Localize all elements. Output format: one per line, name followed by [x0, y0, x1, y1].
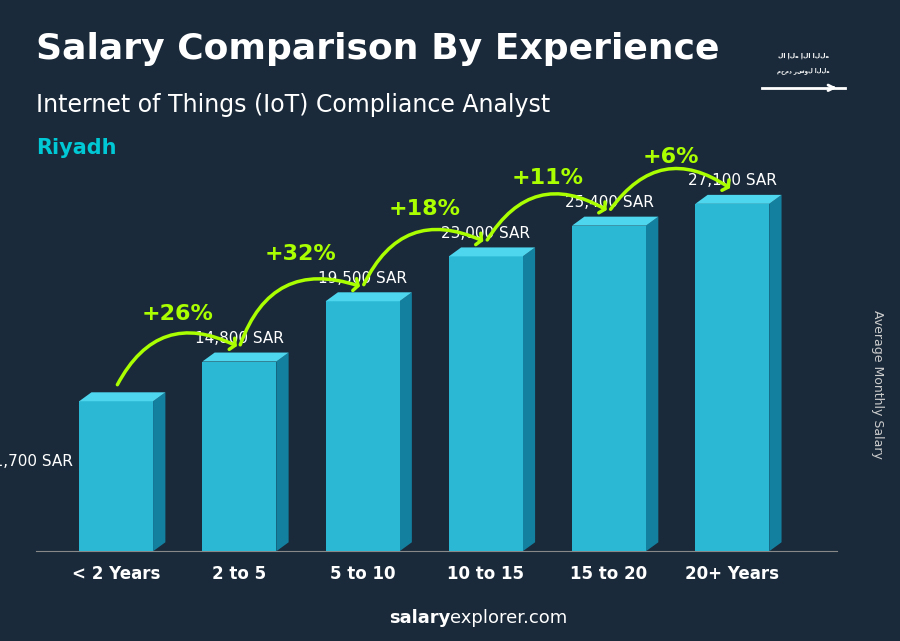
Polygon shape	[523, 247, 536, 551]
Bar	[79, 401, 153, 551]
Polygon shape	[79, 392, 166, 401]
Bar	[449, 256, 523, 551]
Text: محمد رسول الله: محمد رسول الله	[777, 67, 830, 74]
Polygon shape	[696, 195, 781, 204]
Polygon shape	[202, 353, 289, 362]
Text: Average Monthly Salary: Average Monthly Salary	[871, 310, 884, 459]
Polygon shape	[153, 392, 166, 551]
Polygon shape	[276, 353, 289, 551]
Text: Internet of Things (IoT) Compliance Analyst: Internet of Things (IoT) Compliance Anal…	[36, 93, 550, 117]
Text: +18%: +18%	[388, 199, 460, 219]
Text: +32%: +32%	[266, 244, 337, 264]
Text: explorer.com: explorer.com	[450, 609, 567, 627]
Polygon shape	[400, 292, 412, 551]
Text: 23,000 SAR: 23,000 SAR	[441, 226, 530, 241]
Bar	[572, 226, 646, 551]
Bar	[696, 204, 770, 551]
Text: +26%: +26%	[142, 304, 213, 324]
Text: 11,700 SAR: 11,700 SAR	[0, 454, 73, 469]
Bar	[326, 301, 400, 551]
Text: 27,100 SAR: 27,100 SAR	[688, 174, 777, 188]
Text: 19,500 SAR: 19,500 SAR	[318, 271, 407, 286]
Text: +11%: +11%	[511, 169, 583, 188]
Text: 25,400 SAR: 25,400 SAR	[564, 196, 653, 210]
Polygon shape	[572, 217, 658, 226]
Text: لا إله إلا الله: لا إله إلا الله	[778, 53, 829, 59]
Bar	[202, 362, 276, 551]
Text: salary: salary	[389, 609, 450, 627]
Polygon shape	[770, 195, 781, 551]
Polygon shape	[646, 217, 658, 551]
Text: 14,800 SAR: 14,800 SAR	[195, 331, 284, 346]
Text: +6%: +6%	[643, 147, 699, 167]
Text: Riyadh: Riyadh	[36, 138, 116, 158]
Text: Salary Comparison By Experience: Salary Comparison By Experience	[36, 32, 719, 66]
Polygon shape	[449, 247, 536, 256]
Polygon shape	[326, 292, 412, 301]
